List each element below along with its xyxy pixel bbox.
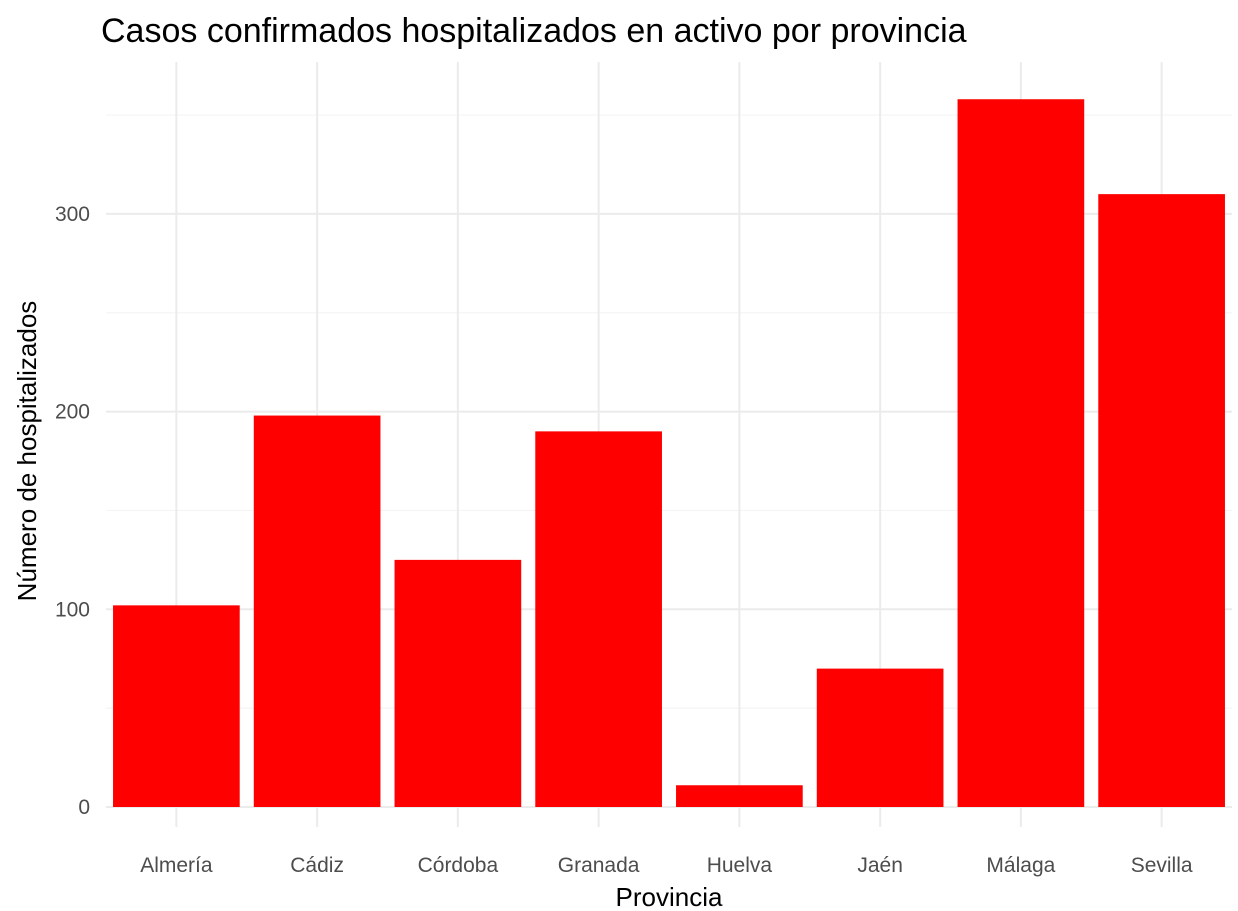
bar	[113, 605, 240, 807]
chart-title: Casos confirmados hospitalizados en acti…	[101, 12, 967, 50]
x-tick-label: Jaén	[857, 854, 903, 877]
x-tick-label: Málaga	[986, 854, 1055, 877]
bars	[113, 99, 1225, 807]
y-tick-label: 300	[55, 203, 90, 226]
bar	[957, 99, 1085, 807]
y-tick-label: 200	[55, 401, 90, 424]
x-tick-label: Córdoba	[418, 854, 499, 877]
y-axis-ticks: 0 100 200 300	[55, 203, 90, 819]
bar	[535, 431, 662, 807]
y-axis-title: Número de hospitalizados	[12, 301, 42, 602]
bar	[816, 668, 944, 807]
bar	[1098, 194, 1225, 807]
x-tick-label: Cádiz	[290, 854, 344, 877]
x-axis-title: Provincia	[616, 882, 723, 911]
bar	[394, 559, 522, 807]
x-tick-label: Almería	[140, 854, 213, 877]
y-tick-label: 0	[78, 796, 90, 819]
x-tick-label: Sevilla	[1131, 854, 1193, 877]
x-axis-ticks: Almería Cádiz Córdoba Granada Huelva Jaén Mála…	[140, 854, 1193, 877]
bar	[253, 415, 381, 807]
x-tick-label: Huelva	[707, 854, 773, 877]
x-tick-label: Granada	[558, 854, 640, 877]
bar	[676, 785, 803, 807]
y-tick-label: 100	[55, 598, 90, 621]
